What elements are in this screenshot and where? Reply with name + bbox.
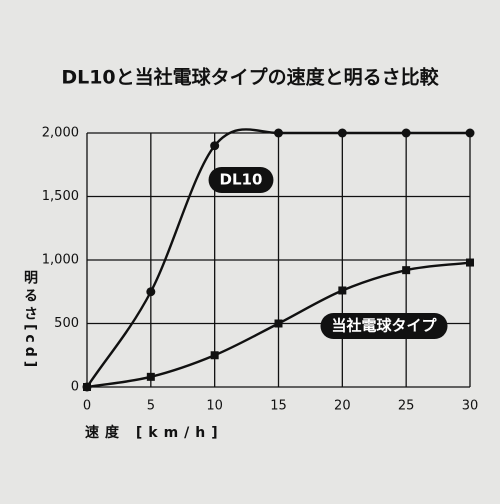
y-tick-label: 2,000 <box>42 126 79 141</box>
x-tick-label: 10 <box>206 399 223 414</box>
series-label-text: DL10 <box>220 171 263 189</box>
point-marker <box>83 383 91 391</box>
series-label: DL10 <box>208 167 274 193</box>
x-tick-label: 30 <box>462 399 479 414</box>
point-marker <box>338 286 347 295</box>
point-marker <box>146 287 156 297</box>
y-tick-label: 0 <box>71 380 79 395</box>
y-axis-label: 明るさ[cd] <box>22 270 38 371</box>
point-marker <box>401 128 411 138</box>
x-tick-label: 5 <box>147 399 155 414</box>
point-marker <box>210 351 219 360</box>
chart-title: DL10と当社電球タイプの速度と明るさ比較 <box>61 66 439 89</box>
y-tick-label: 1,500 <box>42 189 79 204</box>
point-marker <box>402 266 411 275</box>
x-tick-label: 0 <box>83 399 91 414</box>
point-marker <box>465 128 475 138</box>
x-tick-label: 15 <box>270 399 287 414</box>
x-tick-label: 20 <box>334 399 351 414</box>
series-label: 当社電球タイプ <box>320 313 448 339</box>
x-axis-label: 速度 [km/h] <box>85 424 224 441</box>
y-tick-label: 1,000 <box>42 253 79 268</box>
point-marker <box>274 319 283 328</box>
series-label-box <box>320 313 448 339</box>
point-marker <box>210 141 220 151</box>
point-marker <box>146 372 155 381</box>
series-label-box <box>208 167 274 193</box>
point-marker <box>274 128 283 138</box>
y-tick-label: 500 <box>54 316 79 331</box>
series-label-text: 当社電球タイプ <box>331 317 437 335</box>
point-marker <box>466 258 474 267</box>
point-marker <box>337 128 347 138</box>
x-tick-label: 25 <box>398 399 415 414</box>
